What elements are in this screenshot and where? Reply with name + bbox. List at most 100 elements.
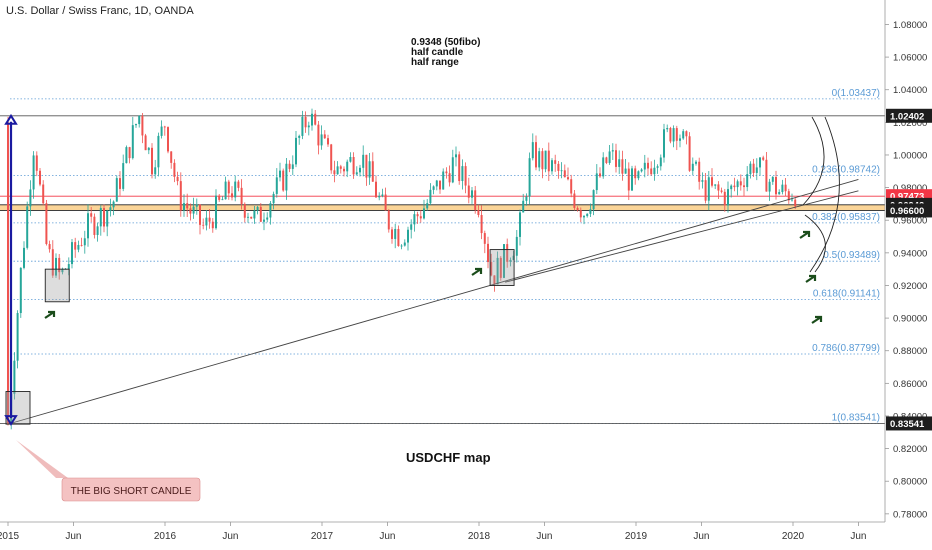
candle-body (183, 203, 185, 211)
candle-body (467, 185, 470, 198)
candle-body (29, 189, 32, 207)
candle-body (195, 204, 198, 207)
green-arrow-1 (471, 267, 483, 276)
candle-body (605, 157, 608, 163)
x-tick-label: Jun (222, 531, 238, 542)
candle-body (563, 170, 566, 178)
candle-body (365, 154, 368, 178)
candle-body (211, 221, 214, 229)
candle-body (627, 168, 630, 191)
candle-body (618, 159, 621, 167)
candle-body (13, 360, 16, 394)
candle-body (749, 163, 752, 175)
support-zone-band (0, 204, 885, 211)
fib-label-0.236: 0.236(0.98742) (812, 164, 880, 175)
price-tag-bg-3 (886, 203, 932, 218)
candle-body (435, 180, 438, 187)
y-tick-label: 1.00000 (893, 150, 927, 161)
price-tag-bg-4 (886, 416, 932, 431)
candle-body (730, 185, 733, 190)
fib-label-0.786: 0.786(0.87799) (812, 343, 880, 354)
candle-body (234, 181, 237, 198)
candle-body (599, 173, 601, 177)
candle-body (186, 203, 189, 209)
candle-body (762, 157, 765, 160)
candle-body (99, 208, 102, 227)
candle-body (298, 135, 301, 138)
candle-body (35, 155, 38, 171)
candle-body (583, 216, 585, 218)
candle-body (269, 203, 272, 218)
top-note-line-2: half range (411, 57, 459, 68)
candle-body (557, 163, 560, 171)
candle-body (355, 172, 358, 175)
top-note-line-1: half candle (411, 47, 464, 58)
x-tick-label: Jun (65, 531, 81, 542)
candle-body (419, 216, 422, 219)
fib-label-0: 0(1.03437) (832, 88, 880, 99)
candle-body (314, 113, 317, 125)
candle-body (717, 184, 720, 191)
candle-body (26, 206, 29, 248)
candle-body (570, 179, 573, 194)
price-tag-4: 0.83541 (890, 419, 925, 430)
candle-body (323, 134, 326, 139)
candle-body (554, 160, 557, 164)
candle-body (202, 224, 205, 226)
candle-body (7, 122, 9, 425)
x-tick-label: 2019 (625, 531, 648, 542)
candle-body (535, 142, 537, 168)
candle-body (477, 209, 480, 215)
candle-body (256, 206, 259, 211)
candle-body (144, 135, 147, 151)
price-tag-bg-0 (886, 108, 932, 123)
candle-body (109, 207, 112, 211)
candle-body (96, 226, 99, 235)
y-tick-label: 0.86000 (893, 379, 927, 390)
candle-body (42, 184, 45, 204)
candle-body (707, 177, 710, 201)
candle-body (698, 161, 701, 182)
y-tick-label: 0.80000 (893, 477, 927, 488)
y-tick-label: 0.92000 (893, 281, 927, 292)
fibonacci-levels: 0(1.03437) 0.236(0.98742) 0.382(0.95837) 0.… (10, 88, 880, 424)
trendline-1 (505, 190, 859, 283)
candle-body (736, 181, 739, 188)
candle-body (215, 195, 217, 229)
x-tick-label: 2018 (468, 531, 491, 542)
trendline-0 (7, 179, 859, 425)
candle-body (71, 242, 73, 265)
x-tick-label: Jun (536, 531, 552, 542)
candle-body (506, 244, 509, 262)
candle-body (413, 214, 416, 225)
candle-body (442, 171, 445, 190)
highlight-box-0 (5, 391, 31, 425)
candle-body (83, 238, 86, 246)
price-tag-3: 0.96600 (890, 206, 924, 217)
y-tick-label: 0.96000 (893, 216, 927, 227)
candle-body (448, 173, 451, 183)
candle-body (349, 157, 352, 162)
candle-body (39, 170, 41, 185)
candle-body (637, 171, 640, 179)
candle-body (400, 245, 403, 247)
candle-body (282, 170, 285, 191)
candle-body (391, 229, 393, 239)
candle-body (445, 171, 448, 174)
candle-body (775, 176, 777, 195)
candle-body (704, 180, 707, 201)
candle-body (634, 168, 637, 179)
candle-body (567, 177, 569, 180)
x-tick-label: 2017 (311, 531, 334, 542)
candle-body (240, 187, 243, 204)
candle-body (51, 249, 54, 276)
candle-body (765, 159, 768, 192)
candle-body (170, 151, 173, 163)
curved-arrow-lower (809, 116, 840, 273)
candle-body (32, 155, 35, 190)
candle-body (439, 180, 441, 190)
candle-body (755, 167, 758, 173)
candle-body (371, 161, 374, 182)
